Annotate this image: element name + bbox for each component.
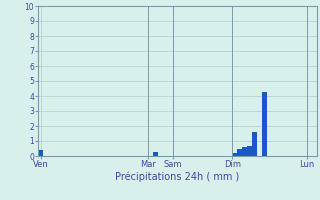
Bar	[237, 148, 242, 156]
Bar	[153, 152, 158, 156]
Bar	[262, 92, 267, 156]
Bar	[247, 146, 252, 156]
X-axis label: Précipitations 24h ( mm ): Précipitations 24h ( mm )	[116, 172, 240, 182]
Bar	[38, 150, 44, 156]
Bar	[232, 153, 237, 156]
Bar	[252, 132, 257, 156]
Bar	[242, 147, 247, 156]
